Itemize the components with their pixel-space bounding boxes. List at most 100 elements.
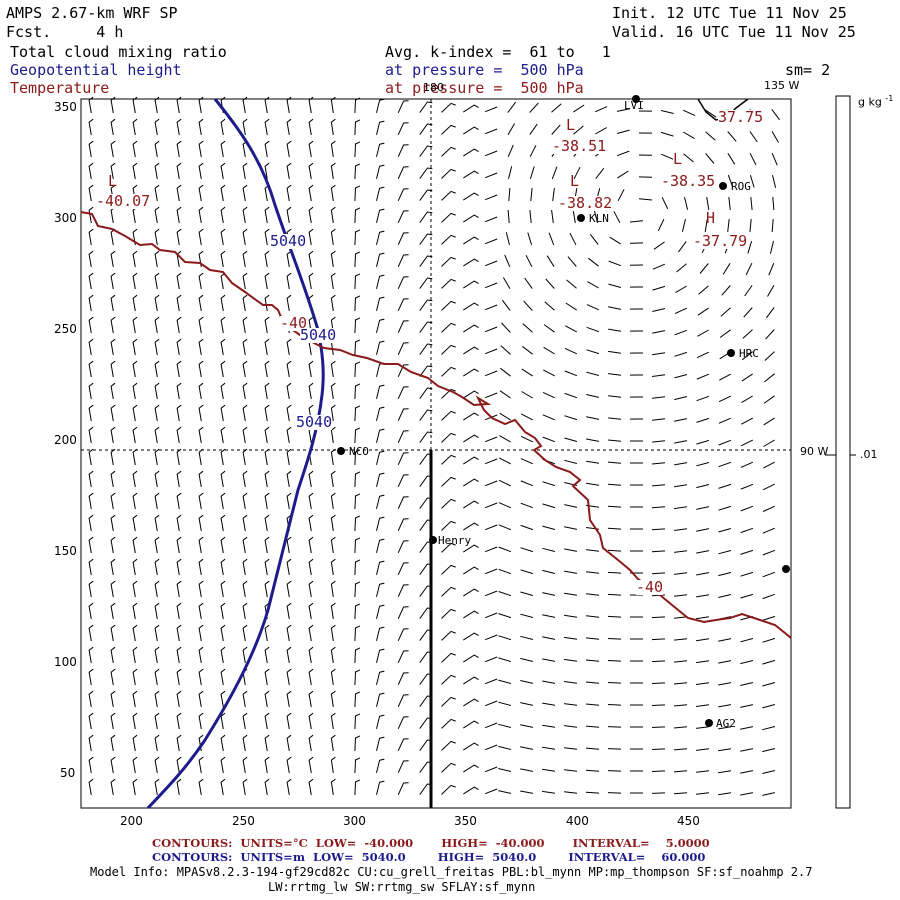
wind-barb xyxy=(771,218,774,233)
wind-barb xyxy=(198,668,204,686)
wind-barb xyxy=(676,263,687,273)
wind-barb xyxy=(463,368,479,377)
wind-barb xyxy=(529,123,538,135)
wind-barb xyxy=(308,272,314,290)
wind-barb xyxy=(176,668,182,686)
wind-barb xyxy=(88,470,94,488)
wind-barb xyxy=(552,188,555,202)
wind-barb xyxy=(176,492,182,510)
wind-barb xyxy=(132,734,138,752)
wind-barb xyxy=(286,646,292,664)
wind-barb xyxy=(220,690,226,708)
wind-barb xyxy=(419,145,433,157)
wind-barb xyxy=(484,722,498,729)
wind-barb xyxy=(607,527,622,530)
wind-barb xyxy=(154,734,160,752)
wind-barb xyxy=(463,104,479,113)
wind-barb xyxy=(718,395,732,403)
wind-barb xyxy=(463,544,479,553)
wind-barb xyxy=(198,580,204,598)
wind-barb xyxy=(564,370,578,377)
wind-barb xyxy=(88,536,94,554)
wind-barb xyxy=(463,324,479,333)
wind-barb xyxy=(354,559,361,576)
wind-barb xyxy=(354,119,361,136)
wind-barb xyxy=(220,470,226,488)
wind-barb xyxy=(543,369,556,377)
wind-barb xyxy=(696,682,710,685)
station-lvi xyxy=(632,95,640,103)
wind-barb xyxy=(673,748,688,751)
wind-barb xyxy=(441,190,456,201)
wind-barb xyxy=(88,140,94,158)
wind-barb xyxy=(762,792,776,796)
wind-barb xyxy=(354,691,361,708)
wind-barb xyxy=(564,791,578,794)
wind-barb xyxy=(88,162,94,180)
wind-barb xyxy=(463,654,479,663)
wind-barb xyxy=(740,638,754,643)
wind-barb xyxy=(674,660,688,663)
wind-barb xyxy=(198,272,204,290)
wind-barb xyxy=(376,758,385,774)
wind-barb xyxy=(520,413,534,421)
wind-barb xyxy=(546,255,555,267)
wind-barb xyxy=(176,118,182,136)
wind-barb xyxy=(586,571,600,574)
wind-barb xyxy=(674,307,688,315)
wind-barb xyxy=(110,272,116,290)
wind-barb xyxy=(176,514,182,532)
wind-barb xyxy=(652,330,666,334)
wind-barb xyxy=(521,391,533,399)
wind-barb xyxy=(354,757,361,774)
wind-barb xyxy=(520,613,534,618)
wind-barb xyxy=(484,656,498,663)
wind-barb xyxy=(523,300,533,311)
wind-barb xyxy=(498,546,512,553)
wind-barb xyxy=(767,285,775,297)
wind-barb xyxy=(330,228,336,246)
wind-barb xyxy=(242,756,248,774)
wind-barb xyxy=(308,778,314,796)
wind-barb xyxy=(764,351,775,361)
wind-barb xyxy=(521,368,533,377)
wind-barb xyxy=(463,434,479,443)
wind-barb xyxy=(542,503,556,509)
wind-barb xyxy=(286,382,292,400)
wind-barb xyxy=(741,351,753,361)
wind-barb xyxy=(441,366,456,377)
wind-barb xyxy=(484,106,498,113)
wind-barb xyxy=(564,392,578,399)
wind-barb xyxy=(762,593,776,600)
wind-barb xyxy=(354,339,361,356)
wind-barb xyxy=(176,734,182,752)
wind-barb xyxy=(595,167,605,179)
wind-barb xyxy=(330,514,336,532)
wind-barb xyxy=(520,680,534,684)
wind-barb xyxy=(652,418,666,421)
wind-barb xyxy=(176,580,182,598)
wind-barb xyxy=(696,506,710,510)
station-label-ag2: AG2 xyxy=(716,717,736,730)
wind-barb xyxy=(768,263,775,276)
wind-barb xyxy=(499,412,511,421)
wind-barb xyxy=(330,206,336,224)
wind-barb xyxy=(542,768,556,772)
wind-barb xyxy=(674,572,688,575)
wind-barb xyxy=(564,347,578,355)
wind-barb xyxy=(397,606,409,620)
wind-barb xyxy=(673,770,688,773)
wind-barb xyxy=(674,506,688,510)
wind-barb xyxy=(419,409,433,421)
wind-barb xyxy=(397,496,409,510)
wind-barb xyxy=(308,668,314,686)
wind-barb xyxy=(419,299,433,311)
colorbar-units: g kg -1 xyxy=(858,94,894,109)
wind-barb xyxy=(220,184,226,202)
wind-barb xyxy=(88,426,94,444)
wind-barb xyxy=(718,483,732,489)
wind-barb xyxy=(651,638,666,641)
wind-barb xyxy=(397,298,409,312)
wind-barb xyxy=(484,150,498,157)
